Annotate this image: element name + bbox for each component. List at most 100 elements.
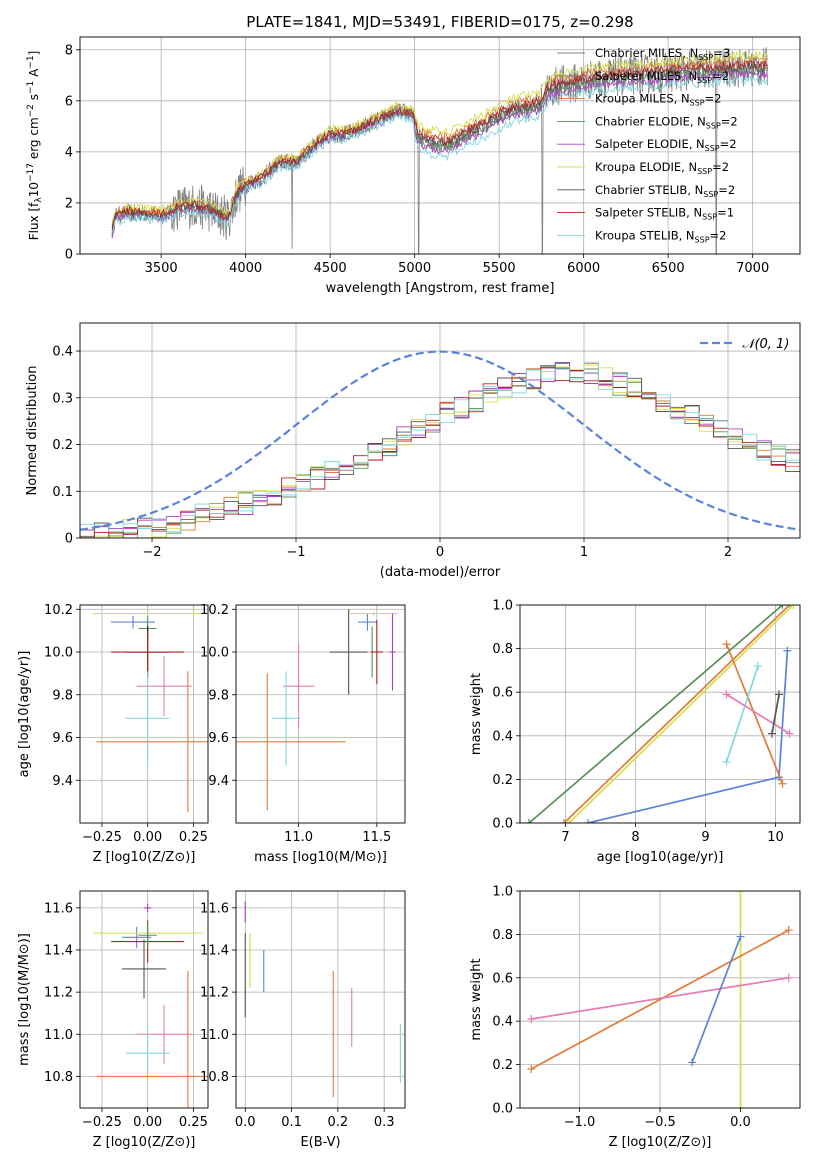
y-tick-label: 0.3 — [52, 391, 73, 406]
legend-label: Kroupa STELIB, NSSP=2 — [595, 228, 726, 244]
x-tick-label: −0.25 — [82, 1115, 122, 1130]
x-axis-label: E(B-V) — [300, 1135, 340, 1150]
x-axis-label: Z [log10(Z/Z⊙)] — [609, 1135, 712, 1150]
panel-mass_vs_Z: −0.25 0.00 0.25 10.8 11.0 11.2 11.4 11.6 Z [log1… — [17, 890, 209, 1150]
weight-line — [726, 693, 790, 735]
legend-sub: SSP — [703, 190, 718, 199]
model-spectrum — [111, 74, 769, 233]
y-tick-label: 0.8 — [492, 928, 513, 943]
weight-marker — [565, 819, 573, 823]
legend-sub: SSP — [697, 167, 712, 176]
panel-spectrum: 3500 4000 4500 5000 5500 6000 6500 7000 0 2 4 6 8 wav… — [26, 36, 801, 296]
legend-label: 𝒩(0, 1) — [742, 337, 789, 352]
x-tick-label: 7000 — [736, 261, 769, 276]
panel-massweight_vs_age: 7 8 9 10 0.0 0.2 0.4 0.6 0.8 1.0 age [log10(age/yr… — [469, 599, 801, 865]
x-axis-label: Z [log10(Z/Z⊙)] — [93, 850, 196, 865]
plot-area — [80, 605, 208, 823]
label-part: ] — [27, 51, 41, 56]
panel-mass_vs_ebv: 0.0 0.1 0.2 0.3 10.8 11.0 11.2 11.4 11.6 E(B-V) — [200, 890, 406, 1150]
y-axis-label: mass weight — [469, 958, 484, 1040]
x-tick-label: 10 — [767, 830, 784, 845]
y-tick-label: 0.1 — [52, 485, 73, 500]
y-tick-label: 2 — [65, 196, 73, 211]
x-tick-label: 7 — [561, 830, 569, 845]
x-tick-label: 0.0 — [730, 1115, 751, 1130]
plot-area — [80, 891, 208, 1108]
weight-marker — [736, 932, 745, 941]
x-tick-label: 6500 — [652, 261, 685, 276]
histogram-step — [80, 365, 800, 538]
legend-part: =3 — [713, 46, 730, 60]
weight-line — [691, 936, 742, 1063]
x-tick-label: 11.5 — [362, 830, 391, 845]
y-axis-label: Normed distribution — [25, 366, 40, 496]
x-tick-label: 6000 — [567, 261, 600, 276]
x-tick-label: 0 — [436, 545, 444, 560]
weight-marker — [754, 662, 762, 671]
y-tick-label: 9.8 — [208, 688, 229, 703]
panel-residual_hist: −2 −1 0 1 2 0 0.1 0.2 0.3 0.4 (data-model)/error No… — [25, 322, 801, 580]
x-tick-label: 5500 — [483, 261, 516, 276]
y-tick-label: 0.4 — [492, 729, 513, 744]
plot-area — [80, 37, 800, 254]
weight-line — [531, 976, 789, 1020]
weight-line — [530, 929, 790, 1070]
y-tick-label: 1.0 — [492, 599, 513, 614]
weight-marker — [778, 779, 787, 788]
weight-marker — [583, 819, 592, 823]
weight-marker — [722, 757, 731, 766]
histogram-step — [80, 367, 800, 538]
panel-massweight_vs_Z: −1.0 −0.5 0.0 0.0 0.2 0.4 0.6 0.8 1.0 Z [log10(Z/… — [469, 885, 801, 1150]
label-part: −2 — [26, 104, 36, 117]
plot-area — [236, 891, 405, 1108]
y-tick-label: 9.4 — [208, 774, 229, 789]
legend-part: Salpeter STELIB, N — [595, 206, 702, 220]
weight-line — [568, 605, 794, 823]
panel-age_vs_Z: −0.25 0.00 0.25 9.4 9.6 9.8 10.0 10.2 Z [log10(Z… — [17, 603, 209, 865]
weight-marker — [783, 646, 792, 655]
weight-marker — [736, 1104, 745, 1108]
model-spectrum — [111, 55, 769, 226]
label-part: −1 — [26, 81, 36, 94]
y-tick-label: 11.4 — [44, 943, 73, 958]
x-tick-label: −0.5 — [644, 1115, 676, 1130]
legend-sub: SSP — [702, 213, 717, 222]
x-axis-label: wavelength [Angstrom, rest frame] — [326, 281, 555, 296]
y-tick-label: 1.0 — [492, 885, 513, 900]
legend-part: Kroupa STELIB, N — [595, 228, 695, 242]
legend-label: Salpeter MILES, NSSP=2 — [595, 69, 729, 85]
weight-marker — [560, 819, 569, 823]
legend-label: Chabrier MILES, NSSP=3 — [595, 46, 730, 62]
legend-part: Kroupa MILES, N — [595, 92, 690, 106]
axes-frame — [79, 36, 801, 255]
y-tick-label: 10.0 — [200, 646, 229, 661]
weight-marker — [736, 891, 745, 895]
legend-part: =2 — [720, 137, 737, 151]
legend-label: Chabrier STELIB, NSSP=2 — [595, 183, 735, 199]
legend-part: =2 — [712, 160, 729, 174]
x-tick-label: 0.25 — [179, 1115, 208, 1130]
axes-frame — [79, 322, 801, 539]
model-spectrum — [111, 62, 768, 232]
legend-label: Chabrier ELODIE, NSSP=2 — [595, 114, 738, 130]
panels: 3500 4000 4500 5000 5500 6000 6500 7000 0 2 4 6 8 wav… — [17, 36, 801, 1150]
x-tick-label: −1.0 — [564, 1115, 596, 1130]
y-tick-label: 0.0 — [492, 817, 513, 832]
x-tick-label: 0.0 — [235, 1115, 256, 1130]
x-tick-label: 4000 — [229, 261, 262, 276]
y-tick-label: 0.4 — [52, 345, 73, 360]
histogram-step — [80, 361, 800, 538]
legend-sub: SSP — [705, 144, 720, 153]
legend-part: =2 — [721, 114, 738, 128]
x-tick-label: 0.00 — [133, 1115, 162, 1130]
axes-frame — [235, 890, 406, 1109]
y-tick-label: 0.2 — [492, 773, 513, 788]
legend-sub: SSP — [698, 53, 713, 62]
weight-line — [587, 650, 789, 823]
weight-line — [771, 694, 780, 734]
legend-part: =2 — [712, 69, 729, 83]
weight-marker — [527, 1015, 536, 1024]
plot-area — [520, 891, 800, 1108]
plot-area — [80, 323, 800, 538]
legend-part: =2 — [710, 228, 727, 242]
